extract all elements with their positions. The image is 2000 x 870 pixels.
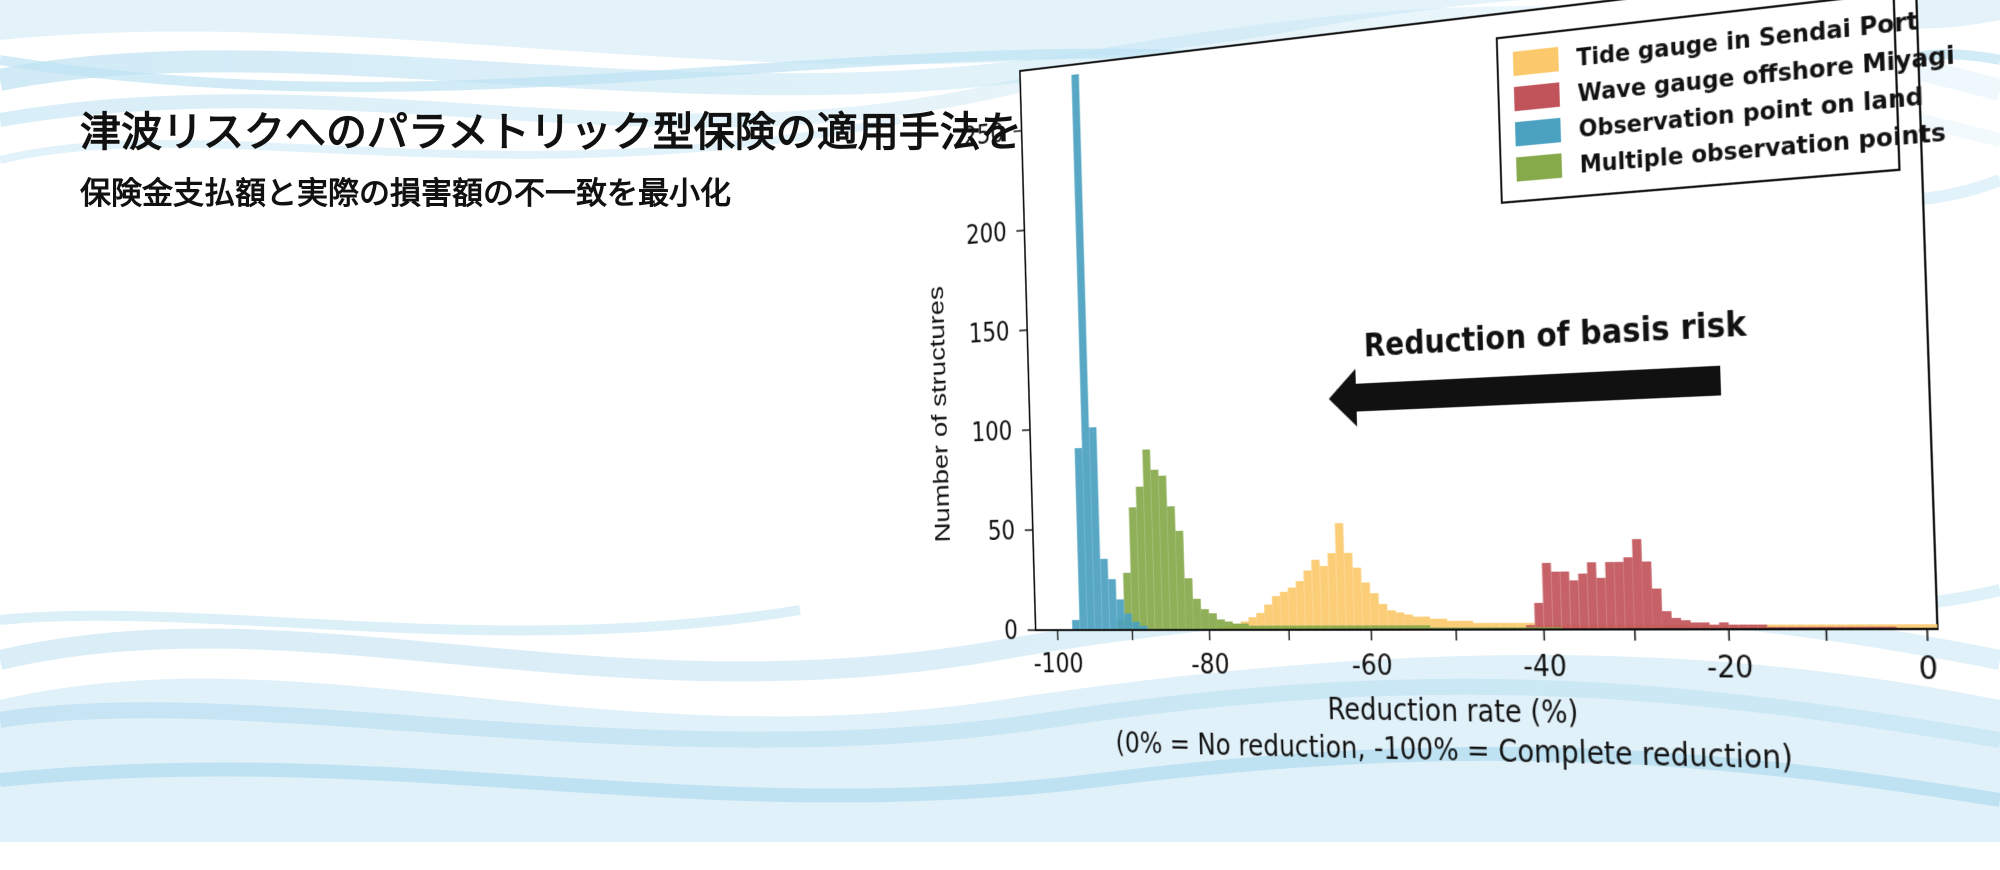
bar-wave-gauge-offshore-miyagi-17 bbox=[1681, 620, 1691, 629]
y-tick-label: 250 bbox=[963, 118, 1004, 153]
histogram-chart: -100-80-60-40-200050100150200250 Tide ga… bbox=[902, 0, 1992, 870]
bar-tide-gauge-in-sendai-port-11 bbox=[1296, 581, 1306, 630]
bar-observation-point-on-land-7 bbox=[1124, 614, 1132, 630]
x-tick-label: -100 bbox=[1033, 648, 1084, 680]
bar-wave-gauge-offshore-miyagi-5 bbox=[1569, 580, 1580, 629]
bar-tide-gauge-in-sendai-port-20 bbox=[1370, 593, 1379, 630]
bar-wave-gauge-offshore-miyagi-6 bbox=[1578, 574, 1589, 630]
bar-wave-gauge-offshore-miyagi-4 bbox=[1560, 572, 1571, 630]
x-axis-line bbox=[1036, 629, 1938, 630]
bar-wave-gauge-offshore-miyagi-3 bbox=[1551, 572, 1562, 630]
bar-tide-gauge-in-sendai-port-19 bbox=[1361, 583, 1371, 630]
bar-observation-point-on-land-0 bbox=[1072, 620, 1080, 630]
y-tick-mark bbox=[1014, 131, 1022, 132]
bar-wave-gauge-offshore-miyagi-15 bbox=[1662, 611, 1672, 629]
y-tick-label: 200 bbox=[966, 217, 1008, 251]
y-tick-label: 100 bbox=[971, 416, 1013, 449]
legend-swatch-tide bbox=[1513, 47, 1559, 76]
chart-container: -100-80-60-40-200050100150200250 Tide ga… bbox=[870, 30, 2000, 830]
bar-observation-point-on-land-8 bbox=[1132, 622, 1140, 630]
bar-observation-point-on-land-5 bbox=[1108, 579, 1117, 630]
bar-observation-point-on-land-6 bbox=[1116, 599, 1124, 630]
chart-plane: -100-80-60-40-200050100150200250 Tide ga… bbox=[902, 0, 1992, 870]
y-tick-label: 150 bbox=[968, 316, 1010, 350]
x-tick-label: -80 bbox=[1191, 649, 1230, 682]
bar-multiple-observation-points-12 bbox=[1209, 613, 1217, 630]
bar-multiple-observation-points-10 bbox=[1193, 599, 1202, 630]
bar-tide-gauge-in-sendai-port-10 bbox=[1288, 588, 1297, 630]
subheadline: 保険金支払額と実際の損害額の不一致を最小化 bbox=[80, 168, 731, 213]
bar-tide-gauge-in-sendai-port-8 bbox=[1272, 596, 1281, 630]
x-tick-label: -20 bbox=[1706, 650, 1754, 686]
bar-wave-gauge-offshore-miyagi-16 bbox=[1672, 618, 1682, 629]
bar-wave-gauge-offshore-miyagi-1 bbox=[1534, 603, 1544, 630]
y-tick-mark bbox=[1016, 230, 1024, 231]
x-tick-label: -60 bbox=[1351, 649, 1393, 683]
legend-swatch-land bbox=[1515, 118, 1561, 147]
x-axis-label: Reduction rate (%) bbox=[1327, 692, 1579, 731]
bar-wave-gauge-offshore-miyagi-14 bbox=[1652, 589, 1663, 630]
legend-swatch-multi bbox=[1516, 153, 1562, 181]
bar-multiple-observation-points-13 bbox=[1217, 619, 1225, 629]
legend-swatch-wave bbox=[1514, 82, 1560, 111]
bar-tide-gauge-in-sendai-port-9 bbox=[1280, 592, 1289, 630]
x-tick-label: 0 bbox=[1918, 650, 1939, 687]
x-tick-label: -40 bbox=[1523, 649, 1568, 684]
x-axis-sublabel: (0% = No reduction, -100% = Complete red… bbox=[1115, 727, 1793, 777]
y-tick-label: 0 bbox=[1004, 615, 1019, 646]
bar-wave-gauge-offshore-miyagi-8 bbox=[1596, 578, 1607, 630]
y-tick-label: 50 bbox=[987, 515, 1015, 547]
y-axis-label: Number of structures bbox=[924, 285, 955, 542]
y-tick-mark bbox=[1019, 330, 1027, 331]
bar-multiple-observation-points-11 bbox=[1201, 609, 1209, 630]
bar-multiple-observation-points-9 bbox=[1185, 578, 1194, 630]
bar-multiple-observation-points-14 bbox=[1225, 622, 1233, 630]
